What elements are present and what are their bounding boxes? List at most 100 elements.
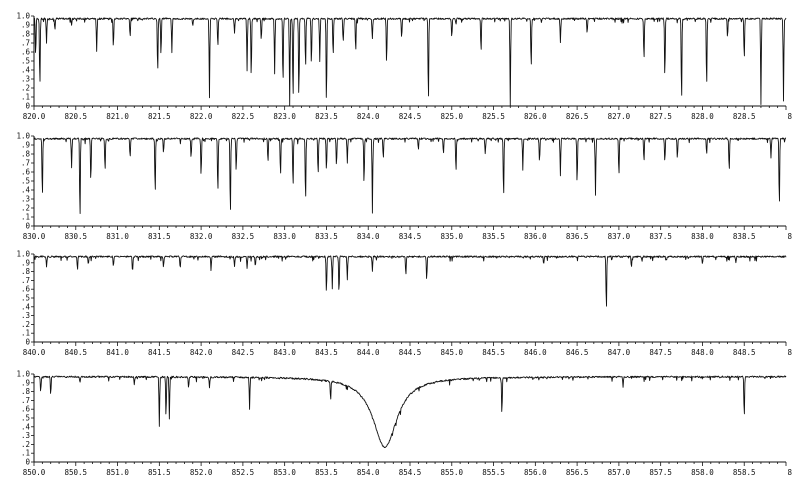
x-tick-label: 835.5 [482,232,505,241]
y-tick-label: .7 [21,159,30,168]
y-tick-label: .3 [21,431,30,440]
y-tick-label: .2 [21,320,30,329]
x-tick-label: 850.5 [64,468,87,477]
x-tick-label: 847.0 [608,348,631,357]
y-tick-label: 0 [25,458,30,467]
y-tick-label: .6 [21,405,31,414]
x-tick-label: 858.0 [691,468,714,477]
x-tick-label: 854.0 [357,468,380,477]
x-tick-label: 8 [787,348,792,357]
y-tick-label: .2 [21,84,30,93]
y-tick-label: .7 [21,276,30,285]
x-tick-label: 831.5 [148,232,171,241]
x-tick-label: 848.5 [733,348,756,357]
x-tick-label: 825.0 [440,112,463,121]
x-tick-label: 826.5 [566,112,589,121]
x-tick-label: 830.5 [64,232,87,241]
y-tick-label: .5 [21,177,30,186]
x-tick-label: 8 [787,468,792,477]
y-tick-label: .2 [21,204,30,213]
y-tick-label: .4 [21,186,31,195]
y-tick-label: .3 [21,311,30,320]
y-tick-label: .6 [21,168,31,177]
x-tick-label: 826.0 [524,112,547,121]
y-tick-label: .4 [21,422,31,431]
spectrum-trace [33,17,787,107]
y-tick-label: .9 [21,21,30,30]
y-tick-label: .9 [21,378,30,387]
y-tick-label: .5 [21,294,30,303]
y-tick-label: .7 [21,396,30,405]
x-tick-label: 847.5 [649,348,672,357]
x-tick-label: 821.5 [148,112,171,121]
y-tick-label: .6 [21,48,31,57]
y-tick-label: .6 [21,285,31,294]
y-tick-label: .5 [21,414,30,423]
x-tick-label: 841.0 [106,348,129,357]
x-tick-label: 820.0 [23,112,46,121]
x-tick-label: 838.0 [691,232,714,241]
x-tick-label: 841.5 [148,348,171,357]
x-tick-label: 846.5 [566,348,589,357]
y-tick-label: .1 [21,93,30,102]
x-tick-label: 840.0 [23,348,46,357]
x-tick-label: 848.0 [691,348,714,357]
y-tick-label: .1 [21,213,30,222]
x-tick-label: 850.0 [23,468,46,477]
x-tick-label: 857.0 [608,468,631,477]
x-tick-label: 831.0 [106,232,129,241]
x-tick-label: 844.5 [399,348,422,357]
x-tick-label: 837.5 [649,232,672,241]
spectrum-trace [33,375,787,449]
spectrum-trace [33,137,787,214]
y-tick-label: .4 [21,302,31,311]
y-tick-label: .1 [21,449,30,458]
x-tick-label: 834.5 [399,232,422,241]
x-tick-label: 825.5 [482,112,505,121]
x-tick-label: 821.0 [106,112,129,121]
x-tick-label: 835.0 [440,232,463,241]
x-tick-label: 851.5 [148,468,171,477]
x-tick-label: 824.0 [357,112,380,121]
y-tick-label: .8 [21,267,31,276]
x-tick-label: 851.0 [106,468,129,477]
y-tick-label: 0 [25,222,30,231]
x-tick-label: 846.0 [524,348,547,357]
x-tick-label: 840.5 [64,348,87,357]
x-tick-label: 837.0 [608,232,631,241]
x-tick-label: 845.5 [482,348,505,357]
y-tick-label: .3 [21,75,30,84]
x-tick-label: 827.0 [608,112,631,121]
x-tick-label: 852.5 [232,468,255,477]
y-tick-label: .2 [21,440,30,449]
x-tick-label: 823.5 [315,112,338,121]
x-tick-label: 822.5 [232,112,255,121]
x-tick-label: 853.5 [315,468,338,477]
y-tick-label: .8 [21,150,31,159]
x-tick-label: 834.0 [357,232,380,241]
x-tick-label: 823.0 [273,112,296,121]
x-tick-label: 832.0 [190,232,213,241]
x-tick-label: 856.0 [524,468,547,477]
y-tick-label: 1.0 [16,12,30,21]
y-tick-label: .8 [21,30,31,39]
x-tick-label: 828.0 [691,112,714,121]
x-tick-label: 858.5 [733,468,756,477]
y-tick-label: .1 [21,329,30,338]
x-tick-label: 842.0 [190,348,213,357]
x-tick-label: 845.0 [440,348,463,357]
x-tick-label: 832.5 [232,232,255,241]
x-tick-label: 836.5 [566,232,589,241]
x-tick-label: 8 [787,112,792,121]
spectrum-trace [33,255,787,307]
x-tick-label: 842.5 [232,348,255,357]
y-tick-label: .7 [21,39,30,48]
x-tick-label: 856.5 [566,468,589,477]
x-tick-label: 820.5 [64,112,87,121]
x-tick-label: 827.5 [649,112,672,121]
